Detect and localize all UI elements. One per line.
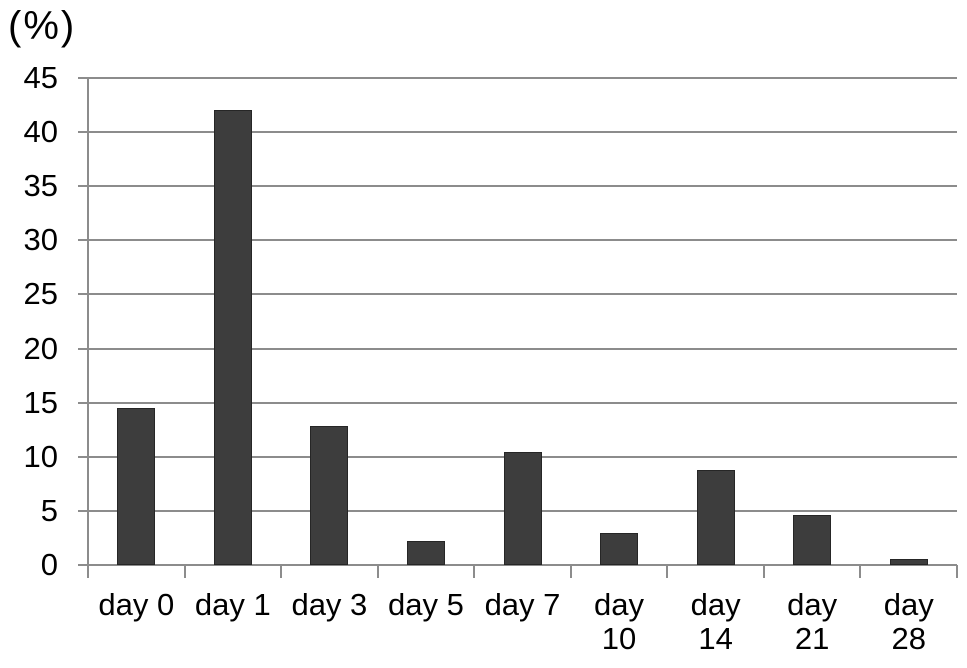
x-tick-label-day-5: day 5: [378, 588, 475, 622]
gridline: [78, 347, 957, 350]
gridline: [78, 131, 957, 134]
gridline: [78, 401, 957, 404]
x-tick-label-line: 21: [794, 621, 830, 656]
x-axis-tick: [859, 565, 862, 578]
x-tick-label-line: day 7: [484, 587, 561, 622]
gridline: [78, 185, 957, 188]
y-tick-label: 30: [23, 222, 58, 258]
x-tick-label-line: day: [594, 587, 645, 622]
x-tick-label-line: 10: [601, 621, 637, 656]
gridline: [78, 239, 957, 242]
x-axis-tick: [280, 565, 283, 578]
x-axis-tick: [87, 565, 89, 578]
bar-day-28: [889, 558, 928, 565]
x-tick-label-line: day 3: [291, 587, 368, 622]
x-tick-label-day-0: day 0: [88, 588, 185, 622]
y-tick-label: 40: [23, 114, 58, 150]
x-tick-label-day-7: day 7: [474, 588, 571, 622]
bar-day-5: [406, 541, 445, 565]
bar-day-0: [117, 408, 156, 565]
bar-day-21: [793, 515, 832, 565]
y-tick-label: 0: [40, 547, 58, 582]
x-axis-tick: [762, 565, 765, 578]
x-tick-label-day-21: day 21: [764, 588, 861, 656]
bar-day-3: [310, 426, 349, 565]
x-tick-label-line: 14: [698, 621, 733, 656]
gridline: [78, 293, 957, 296]
x-tick-label-line: day 1: [194, 587, 271, 622]
y-tick-label: 15: [23, 384, 58, 420]
x-axis-line: [78, 564, 957, 566]
y-tick-label: 20: [23, 330, 58, 366]
x-axis-tick: [569, 565, 572, 578]
bar-day-14: [696, 469, 735, 565]
x-axis-tick: [473, 565, 476, 578]
y-axis-unit-label: (%): [8, 4, 77, 48]
x-tick-label-day-1: day 1: [185, 588, 282, 622]
x-tick-label-line: day 5: [388, 587, 464, 622]
plot-area: [78, 77, 957, 566]
x-tick-label-line: day: [787, 587, 838, 622]
x-tick-label-day-14: day 14: [667, 588, 764, 656]
y-tick-label: 25: [23, 276, 58, 312]
x-tick-label-day-28: day 28: [860, 588, 957, 656]
x-tick-label-line: day 0: [98, 587, 175, 622]
x-axis-tick: [376, 565, 379, 578]
bar-day-10: [600, 532, 639, 565]
x-tick-label-line: day: [690, 587, 741, 622]
y-tick-label: 35: [23, 168, 58, 204]
x-tick-label-day-3: day 3: [281, 588, 378, 622]
x-axis-tick: [956, 565, 958, 578]
x-tick-label-day-10: day 10: [571, 588, 668, 656]
x-axis-tick: [183, 565, 186, 578]
bar-day-1: [213, 110, 252, 565]
x-tick-label-line: 28: [891, 621, 926, 656]
y-tick-label: 10: [23, 438, 58, 474]
y-axis-line: [87, 78, 89, 566]
x-axis-tick: [666, 565, 669, 578]
x-tick-label-line: day: [883, 587, 934, 622]
y-tick-label: 45: [23, 60, 58, 95]
bar-day-7: [503, 452, 542, 565]
y-tick-label: 5: [40, 492, 58, 528]
gridline: [78, 77, 957, 79]
